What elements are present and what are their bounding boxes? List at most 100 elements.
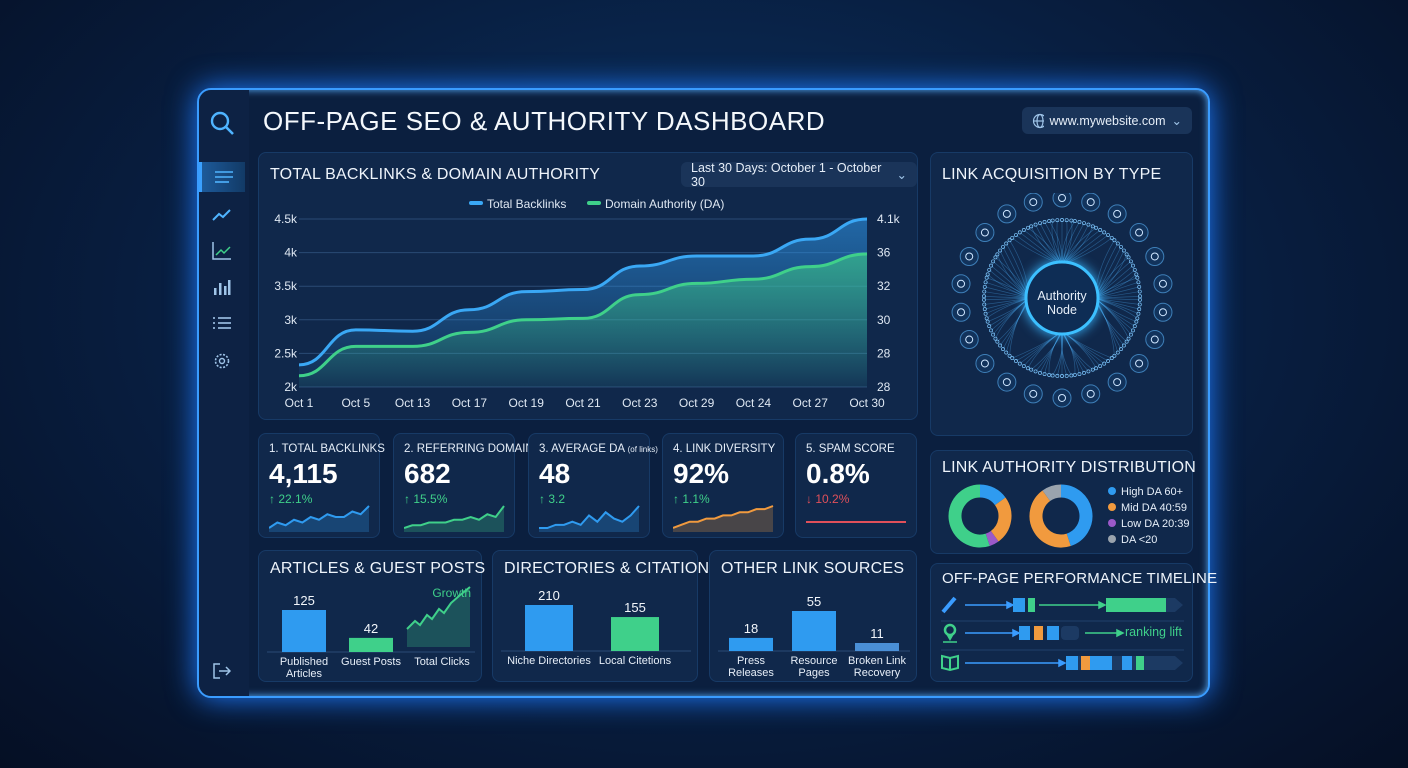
network-dot <box>1137 307 1142 312</box>
legend-swatch-da <box>587 201 601 205</box>
x-tick-label: Oct 17 <box>452 396 488 410</box>
network-dot <box>998 343 1003 348</box>
network-dot <box>1124 339 1129 344</box>
link-type-icon <box>975 353 995 373</box>
link-type-icon <box>1052 388 1072 408</box>
legend-swatch-backlinks <box>469 201 483 205</box>
articles-guest-posts-panel: ARTICLES & GUEST POSTS 125 Published Artic… <box>258 550 485 682</box>
sparkline-area <box>269 506 369 532</box>
bar-category-label: Broken Link Recovery <box>848 655 907 679</box>
line-chart-icon[interactable] <box>199 236 245 266</box>
network-dot <box>1017 361 1022 366</box>
y2-tick-label: 30 <box>877 313 891 327</box>
kpi-change: ↓ 10.2% <box>806 492 850 506</box>
y-tick-label: 3.5k <box>274 279 298 293</box>
bar-category-label: Niche Directories <box>507 655 591 667</box>
chevron-down-icon: ⌄ <box>896 168 907 182</box>
location-pin-icon <box>943 623 957 643</box>
network-dot <box>1109 356 1114 361</box>
network-dot <box>1135 275 1140 280</box>
bar-value: 210 <box>538 588 560 603</box>
network-dot <box>1072 372 1077 377</box>
network-dot <box>1102 361 1107 366</box>
legend-dot <box>1108 487 1116 495</box>
search-icon[interactable] <box>199 106 245 140</box>
link-type-glyph <box>1086 198 1095 207</box>
sparkline-area <box>404 506 504 532</box>
donut-slice <box>1029 490 1071 548</box>
link-type-glyph <box>1158 308 1167 317</box>
donut-slice <box>1042 484 1062 502</box>
network-dot <box>1069 218 1074 223</box>
gear-icon[interactable] <box>199 346 245 376</box>
network-dot <box>1135 316 1140 321</box>
kpi-label-text: 5. SPAM SCORE <box>806 443 895 455</box>
network-dot <box>1082 221 1086 226</box>
link-type-icon <box>1129 353 1149 373</box>
x-tick-label: Oct 27 <box>793 396 829 410</box>
legend-label: High DA 60+ <box>1121 486 1183 498</box>
bar-chart: 18 Press Releases 55 Resource Pages 11 Broken L… <box>718 594 910 679</box>
kpi-sparkline <box>404 505 505 532</box>
network-dot <box>1042 220 1047 224</box>
network-dot <box>1086 222 1091 227</box>
sparkline-line <box>269 505 370 529</box>
authority-node <box>1024 260 1100 336</box>
bar-category-label: Press Releases <box>728 655 774 679</box>
donut-slice <box>990 497 1012 542</box>
bar-chart: 125 Published Articles 42 Guest Posts Growth T… <box>267 586 475 680</box>
network-dot <box>982 284 987 289</box>
link-type-glyph <box>1158 279 1167 288</box>
bar <box>525 605 573 651</box>
link-type-icon <box>1107 372 1127 392</box>
network-dot <box>982 294 986 299</box>
network-dot <box>1004 241 1009 246</box>
kpi-label-text: 1. TOTAL BACKLINKS <box>269 443 385 455</box>
link-type-icon <box>1145 330 1165 350</box>
y2-tick-label: 28 <box>877 380 891 394</box>
network-link <box>1031 330 1063 370</box>
trend-icon[interactable] <box>199 200 245 230</box>
legend-dot <box>1108 519 1116 527</box>
network-link <box>1019 232 1063 266</box>
y-tick-label: 2k <box>284 380 298 394</box>
link-authority-distribution-panel: LINK AUTHORITY DISTRIBUTION High DA 60+ M… <box>930 450 1196 554</box>
network-dot <box>1060 374 1064 378</box>
network-dot <box>1131 328 1135 333</box>
network-dot <box>1090 224 1095 229</box>
network-dot <box>1118 347 1123 352</box>
y2-tick-label: 36 <box>877 246 891 260</box>
network-dot <box>991 259 996 264</box>
link-type-icon <box>1023 384 1043 404</box>
panel-title: LINK ACQUISITION BY TYPE <box>942 166 1162 183</box>
x-tick-label: Oct 5 <box>341 396 370 410</box>
network-dot <box>982 302 987 307</box>
link-type-glyph <box>1029 198 1038 207</box>
kpi-value: 92% <box>673 458 730 489</box>
network-dot <box>1007 353 1012 358</box>
network-dot <box>1112 353 1117 358</box>
network-dot <box>1126 255 1131 260</box>
network-dot <box>1014 359 1018 363</box>
bar-chart-icon[interactable] <box>199 272 245 302</box>
x-tick-label: Oct 1 <box>285 396 314 410</box>
pencil-icon <box>941 596 957 614</box>
x-tick-label: Oct 23 <box>622 396 658 410</box>
date-range-selector[interactable]: Last 30 Days: October 1 - October 30 ⌄ <box>681 160 917 189</box>
network-dot <box>1138 294 1142 299</box>
menu-icon[interactable] <box>199 162 245 192</box>
network-dot <box>1050 218 1055 223</box>
network-dot <box>983 280 988 285</box>
bar-category-label: Guest Posts <box>341 656 401 668</box>
logout-icon[interactable] <box>199 656 245 686</box>
kpi-sparkline <box>269 505 370 532</box>
link-type-glyph <box>1058 393 1066 402</box>
site-selector[interactable]: www.mywebsite.com ⌄ <box>1022 107 1192 134</box>
link-type-icon <box>959 330 979 350</box>
list-icon[interactable] <box>199 308 245 338</box>
network-link <box>989 297 1030 327</box>
link-type-icon <box>951 274 971 294</box>
legend-label: Low DA 20:39 <box>1121 518 1190 530</box>
kpi-card: 2. REFERRING DOMAINS 682 ↑ 15.5% <box>393 433 541 538</box>
date-range-value: Last 30 Days: October 1 - October 30 <box>691 160 882 189</box>
